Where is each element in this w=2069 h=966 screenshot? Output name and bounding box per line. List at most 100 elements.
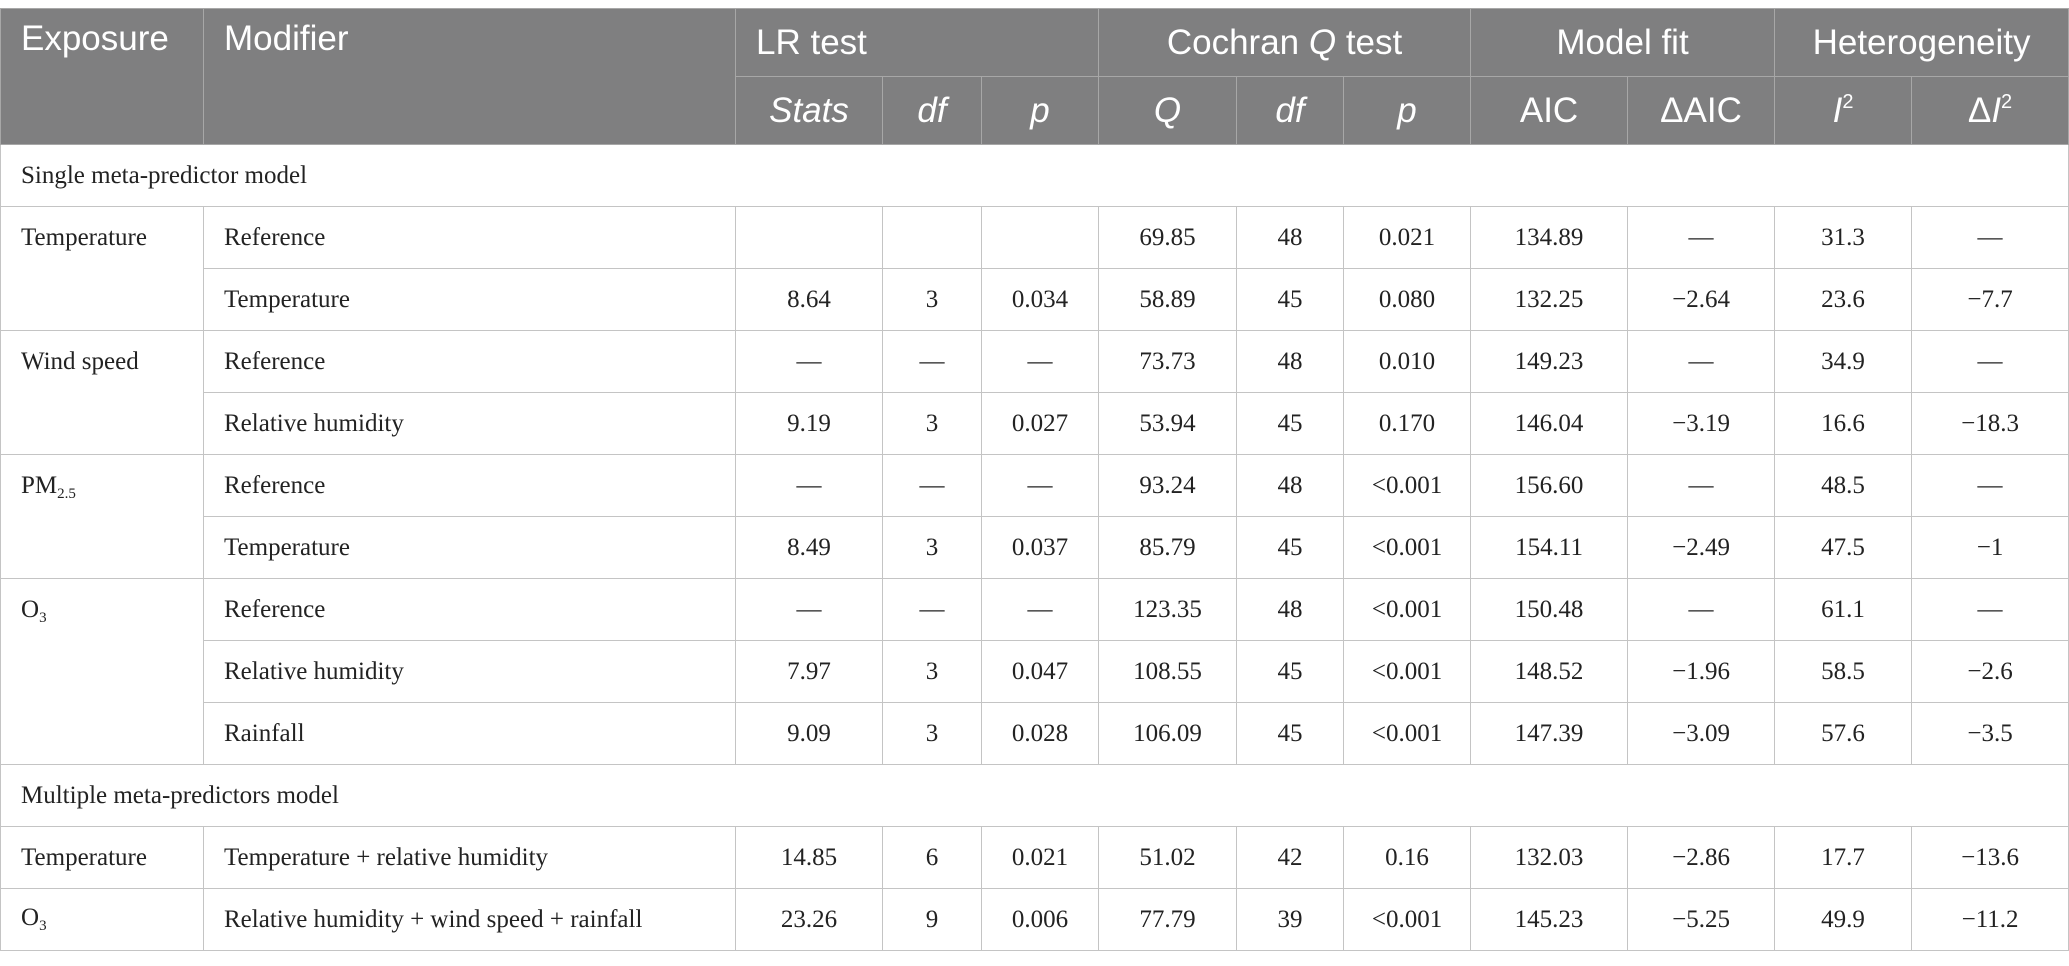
cell-di2: −13.6 [1911, 826, 2069, 889]
cell-p2: <0.001 [1343, 454, 1472, 517]
cell-df2: 45 [1236, 516, 1345, 579]
table-row: Temperature Temperature + relative humid… [0, 826, 2069, 889]
cell-aic: 132.03 [1470, 826, 1629, 889]
cell-i2: 17.7 [1774, 826, 1913, 889]
cell-df2: 42 [1236, 826, 1345, 889]
modifier-cell: Reference [203, 330, 736, 393]
cell-i2: 49.9 [1774, 888, 1913, 951]
cell-aic: 149.23 [1470, 330, 1629, 393]
table-row: Temperature Reference 69.85 48 0.021 134.89—… [0, 206, 2069, 331]
group-header-model-fit: Model fit [1470, 8, 1776, 77]
cell-aic: 154.11 [1470, 516, 1629, 579]
cell-p1: 0.047 [980, 640, 1100, 703]
exposure-cell: O3 [0, 888, 204, 951]
cell-stats: — [735, 330, 883, 393]
exposure-cell: Temperature [0, 206, 204, 331]
cell-df1: — [882, 454, 982, 517]
cell-di2: −18.3 [1911, 392, 2069, 455]
cell-q: 85.79 [1098, 516, 1238, 579]
table-row: O3 Reference — — —123.35 48 <0.001 150.48—61.1… [0, 578, 2069, 765]
cell-p2: 0.010 [1343, 330, 1472, 393]
cell-daic: −2.64 [1627, 268, 1776, 331]
cell-i2: 58.5 [1774, 640, 1913, 703]
cell-di2: −11.2 [1911, 888, 2069, 951]
cell-q: 69.85 [1098, 206, 1238, 269]
section-row: Single meta-predictor model [0, 144, 2069, 207]
cell-df2: 48 [1236, 206, 1345, 269]
cell-df2: 39 [1236, 888, 1345, 951]
exposure-cell: O3 [0, 578, 204, 765]
cell-p1: 0.028 [980, 702, 1100, 765]
cell-i2: 34.9 [1774, 330, 1913, 393]
cell-df2: 45 [1236, 268, 1345, 331]
cell-p2: 0.170 [1343, 392, 1472, 455]
col-header-exposure: Exposure [0, 8, 204, 145]
cell-di2: — [1911, 454, 2069, 517]
cell-df1: — [882, 330, 982, 393]
cell-p1: 0.037 [980, 516, 1100, 579]
cell-p2: 0.080 [1343, 268, 1472, 331]
cell-df1: 3 [882, 702, 982, 765]
cell-df1: 9 [882, 888, 982, 951]
table-row: Rainfall 9.09 3 0.028 106.09 45 <0.001 147.39 −3… [1, 702, 2069, 765]
cell-i2: 31.3 [1774, 206, 1913, 269]
cell-daic: −2.49 [1627, 516, 1776, 579]
cell-aic: 148.52 [1470, 640, 1629, 703]
modifier-cell: Rainfall [203, 702, 736, 765]
cell-daic: −3.09 [1627, 702, 1776, 765]
cell-q: 123.35 [1098, 578, 1238, 641]
cell-q: 58.89 [1098, 268, 1238, 331]
cell-df2: 48 [1236, 454, 1345, 517]
cell-p1 [980, 206, 1100, 269]
cell-q: 106.09 [1098, 702, 1238, 765]
cell-q: 51.02 [1098, 826, 1238, 889]
cell-df2: 45 [1236, 702, 1345, 765]
section-label-single: Single meta-predictor model [0, 144, 2069, 207]
cell-daic: — [1627, 578, 1776, 641]
table-row: Relative humidity 7.97 3 0.047 108.55 45 <0.00… [1, 640, 2069, 703]
cell-stats [735, 206, 883, 269]
cell-di2: −2.6 [1911, 640, 2069, 703]
cell-p2: <0.001 [1343, 640, 1472, 703]
cell-df1: 3 [882, 268, 982, 331]
cell-daic: −3.19 [1627, 392, 1776, 455]
modifier-cell: Relative humidity + wind speed + rainfal… [203, 888, 736, 951]
cell-di2: −1 [1911, 516, 2069, 579]
cell-stats: 9.09 [735, 702, 883, 765]
cell-stats: — [735, 578, 883, 641]
cell-daic: −5.25 [1627, 888, 1776, 951]
modifier-cell: Reference [203, 454, 736, 517]
cell-aic: 145.23 [1470, 888, 1629, 951]
table-body: Single meta-predictor model Temperature … [0, 144, 2069, 951]
table-row: Wind speed Reference — — —73.73 48 0.010 149.2… [0, 330, 2069, 455]
cell-df1: — [882, 578, 982, 641]
cell-aic: 150.48 [1470, 578, 1629, 641]
cell-di2: — [1911, 206, 2069, 269]
cell-di2: −7.7 [1911, 268, 2069, 331]
cell-q: 77.79 [1098, 888, 1238, 951]
cell-stats: 14.85 [735, 826, 883, 889]
cell-i2: 47.5 [1774, 516, 1913, 579]
cell-df1: 3 [882, 640, 982, 703]
cell-di2: — [1911, 330, 2069, 393]
table-header: Exposure Modifier LR test Cochran Q test… [0, 8, 2069, 145]
cell-p1: 0.006 [980, 888, 1100, 951]
cell-q: 108.55 [1098, 640, 1238, 703]
modifier-cell: Temperature [203, 268, 736, 331]
table-row: Relative humidity 9.19 3 0.027 53.94 45 0.170 1… [1, 392, 2069, 455]
cell-stats: 9.19 [735, 392, 883, 455]
cell-p1: — [980, 454, 1100, 517]
col-header-q-p: p [1343, 76, 1472, 145]
cell-q: 53.94 [1098, 392, 1238, 455]
col-header-aic: AIC [1470, 76, 1629, 145]
modifier-cell: Relative humidity [203, 392, 736, 455]
col-header-q-df: df [1236, 76, 1345, 145]
cell-p2: 0.16 [1343, 826, 1472, 889]
section-row: Multiple meta-predictors model [0, 764, 2069, 827]
modifier-cell: Temperature [203, 516, 736, 579]
cell-p2: 0.021 [1343, 206, 1472, 269]
group-header-lr-test: LR test [734, 8, 1100, 77]
cell-stats: 7.97 [735, 640, 883, 703]
table-row: O3 Relative humidity + wind speed + rain… [0, 888, 2069, 951]
col-header-q: Q [1098, 76, 1238, 145]
